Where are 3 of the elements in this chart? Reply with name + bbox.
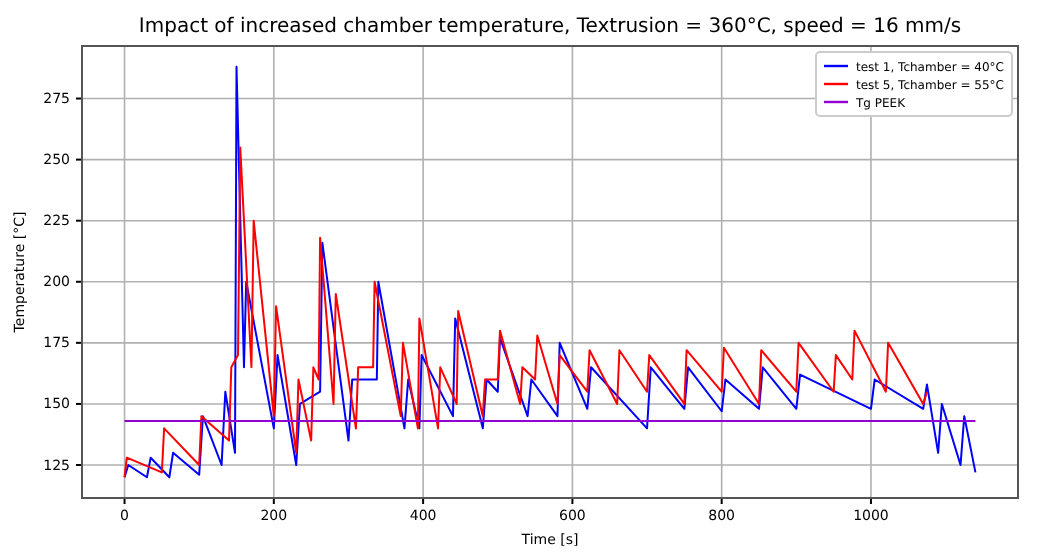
chart-title: Impact of increased chamber temperature, Textrusion = 360°C, speed = 16 mm/s (138, 16, 962, 38)
line-series (123, 146, 928, 479)
line-series (123, 65, 977, 479)
